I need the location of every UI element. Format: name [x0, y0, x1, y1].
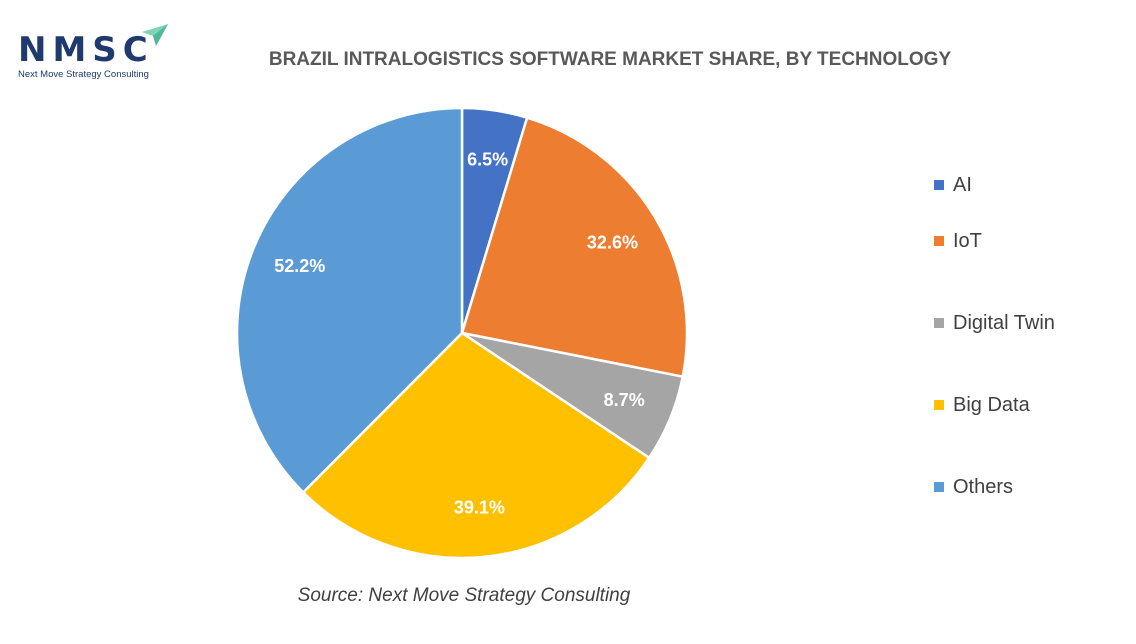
pie-chart: 6.5% 32.6% 8.7% 39.1% 52.2% [235, 106, 689, 560]
legend-label-iot: IoT [953, 229, 982, 252]
legend-swatch-others [934, 482, 944, 492]
data-label-big-data: 39.1% [454, 498, 505, 518]
pie-slice-iot [460, 116, 689, 379]
legend-swatch-ai [934, 180, 944, 190]
legend-label-big-data: Big Data [953, 393, 1030, 416]
legend: AI IoT Digital Twin Big Data Others [934, 170, 1055, 528]
source-note: Source: Next Move Strategy Consulting [297, 585, 631, 606]
legend-label-digital-twin: Digital Twin [953, 311, 1055, 334]
legend-label-ai: AI [953, 173, 972, 196]
data-label-digital-twin: 8.7% [604, 390, 645, 410]
chart-title: BRAZIL INTRALOGISTICS SOFTWARE MARKET SH… [268, 49, 952, 70]
legend-item-ai: AI [934, 170, 1055, 200]
logo-arrow-icon [142, 24, 168, 46]
legend-item-iot: IoT [934, 200, 1055, 282]
legend-label-others: Others [953, 475, 1014, 498]
logo-letters: NMSC [18, 30, 154, 70]
legend-item-digital-twin: Digital Twin [934, 282, 1055, 364]
legend-swatch-big-data [934, 400, 944, 410]
legend-item-big-data: Big Data [934, 364, 1055, 446]
data-label-ai: 6.5% [467, 149, 508, 169]
pie-slice-others [235, 106, 464, 495]
legend-swatch-iot [934, 236, 944, 246]
legend-swatch-digital-twin [934, 318, 944, 328]
data-label-others: 52.2% [274, 256, 325, 276]
data-label-iot: 32.6% [587, 233, 638, 253]
nmsc-logo: NMSC Next Move Strategy Consulting [14, 22, 174, 82]
legend-item-others: Others [934, 446, 1055, 528]
pie-slice-big-data [301, 331, 651, 560]
logo-tagline: Next Move Strategy Consulting [18, 69, 149, 80]
